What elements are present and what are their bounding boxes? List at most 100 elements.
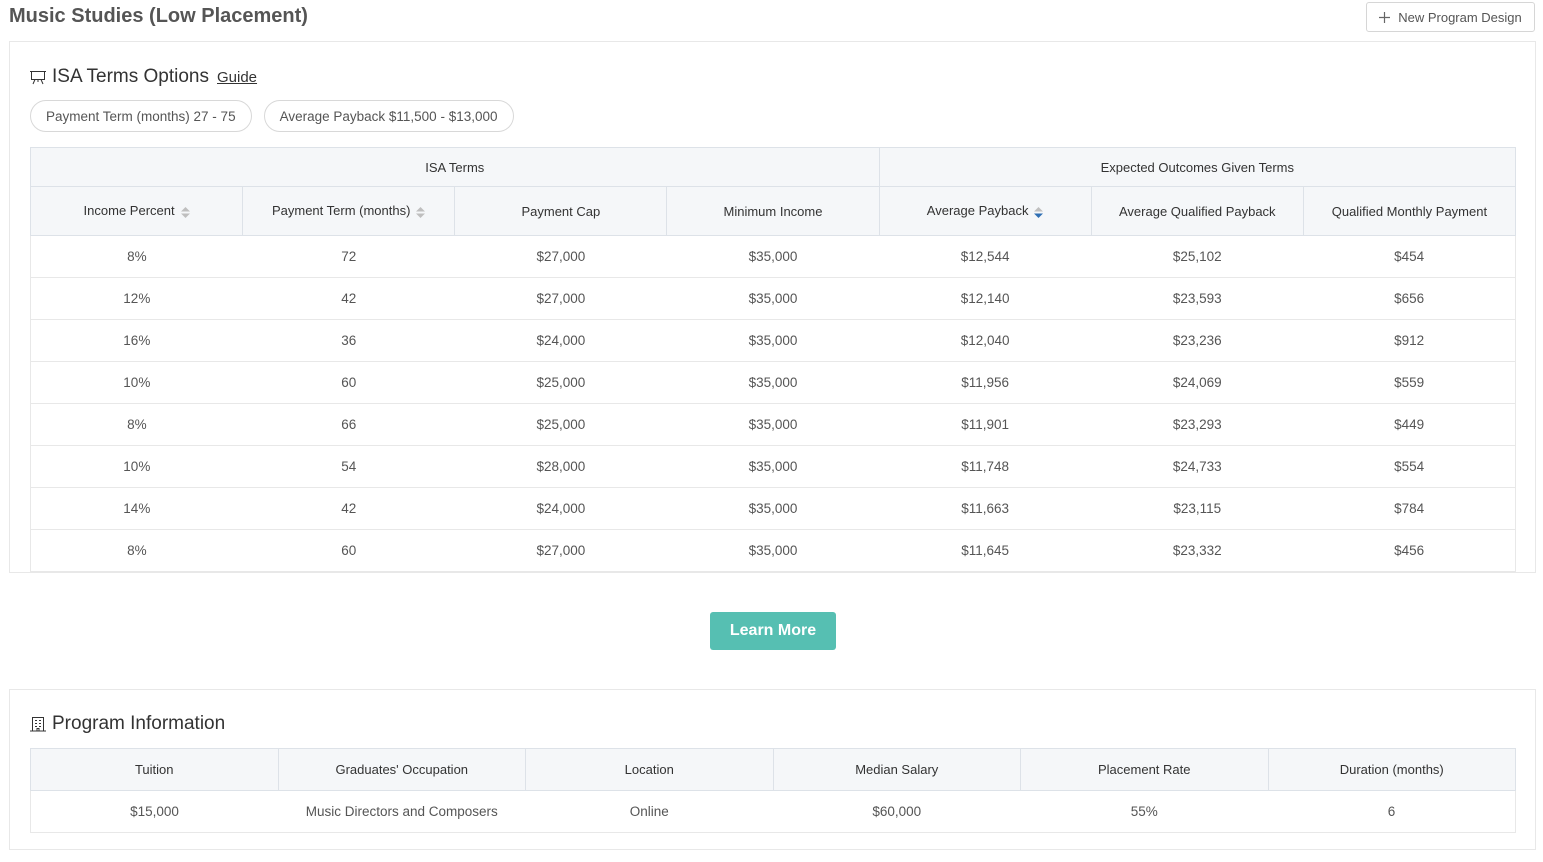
isa-table: ISA Terms Expected Outcomes Given Terms In…: [29, 147, 1517, 572]
table-head: Tuition Graduates' Occupation Location Medi…: [30, 748, 1516, 791]
table-cell: $24,069: [1091, 361, 1304, 404]
column-label: Average Qualified Payback: [1118, 203, 1276, 219]
column-label: Income Percent: [83, 203, 175, 219]
column-header[interactable]: Income Percent: [29, 186, 244, 236]
column-header: Tuition: [30, 748, 279, 791]
column-label: Qualified Monthly Payment: [1331, 203, 1488, 219]
table-cell: 8%: [30, 529, 243, 572]
table-cell: 66: [242, 403, 455, 446]
table-cell: $25,000: [454, 403, 667, 446]
table-cell: $23,236: [1091, 319, 1304, 362]
column-header: Location: [525, 748, 774, 791]
table-cell: $11,901: [879, 403, 1092, 446]
table-cell: 42: [242, 277, 455, 320]
table-cell: 54: [242, 445, 455, 488]
filter-pill[interactable]: Payment Term (months) 27 - 75: [30, 100, 252, 132]
column-header: Placement Rate: [1020, 748, 1269, 791]
column-label: Payment Term (months): [271, 203, 411, 219]
table-row: 14% 42 $24,000 $35,000 $11,663 $23,115 $784: [30, 487, 1516, 530]
table-cell: $12,544: [879, 235, 1092, 278]
table-cell: $35,000: [666, 235, 880, 278]
column-row: Income Percent Payment Term (months) Payme…: [29, 186, 1517, 236]
table-row: 8% 66 $25,000 $35,000 $11,901 $23,293 $449: [30, 403, 1516, 446]
table-cell: $454: [1303, 235, 1516, 278]
table-cell: $28,000: [454, 445, 667, 488]
learn-more-button[interactable]: Learn More: [710, 612, 836, 650]
table-row: 10% 60 $25,000 $35,000 $11,956 $24,069 $559: [30, 361, 1516, 404]
table-cell: 72: [242, 235, 455, 278]
sort-icon: [1034, 206, 1044, 218]
column-header[interactable]: Payment Term (months): [242, 186, 456, 236]
guide-link[interactable]: Guide: [217, 68, 258, 86]
table-cell: $60,000: [773, 790, 1021, 833]
table-cell: $35,000: [666, 277, 880, 320]
table-cell: $449: [1303, 403, 1516, 446]
table-cell: 12%: [30, 277, 243, 320]
table-cell: $24,733: [1091, 445, 1304, 488]
column-header: Median Salary: [772, 748, 1021, 791]
program-table: Tuition Graduates' Occupation Location Medi…: [30, 748, 1516, 833]
table-cell: Online: [525, 790, 773, 833]
table-row: 12% 42 $27,000 $35,000 $12,140 $23,593 $656: [30, 277, 1516, 320]
table-cell: $15,000: [30, 790, 278, 833]
column-row: Tuition Graduates' Occupation Location Medi…: [30, 748, 1516, 791]
group-header: Expected Outcomes Given Terms: [878, 147, 1517, 187]
table-cell: $27,000: [454, 277, 667, 320]
building-icon: [30, 717, 46, 732]
table-cell: $912: [1303, 319, 1516, 362]
table-cell: 16%: [30, 319, 243, 362]
table-row: 8% 72 $27,000 $35,000 $12,544 $25,102 $454: [30, 235, 1516, 278]
table-cell: $11,645: [879, 529, 1092, 572]
column-header: Qualified Monthly Payment: [1302, 186, 1517, 236]
table-row: $15,000 Music Directors and Composers Onli…: [30, 790, 1516, 833]
table-cell: $35,000: [666, 487, 880, 530]
table-cell: $656: [1303, 277, 1516, 320]
group-row: ISA Terms Expected Outcomes Given Terms: [30, 147, 1517, 187]
table-cell: 8%: [30, 403, 243, 446]
table-cell: 42: [242, 487, 455, 530]
column-header: Payment Cap: [454, 186, 668, 236]
table-cell: $25,000: [454, 361, 667, 404]
table-cell: 10%: [30, 445, 243, 488]
column-header: Minimum Income: [666, 186, 880, 236]
filter-pills: Payment Term (months) 27 - 75 Average Pay…: [30, 100, 514, 132]
table-cell: $23,115: [1091, 487, 1304, 530]
column-label: Payment Cap: [521, 203, 601, 219]
table-cell: 8%: [30, 235, 243, 278]
filter-pill[interactable]: Average Payback $11,500 - $13,000: [263, 100, 514, 132]
table-body: $15,000 Music Directors and Composers Onli…: [30, 790, 1516, 833]
program-card: Program Information Tuition Graduates' Oc…: [9, 689, 1536, 850]
table-cell: $11,663: [879, 487, 1092, 530]
table-cell: $11,748: [879, 445, 1092, 488]
table-cell: $35,000: [666, 319, 880, 362]
column-header[interactable]: Average Payback: [878, 186, 1092, 236]
column-header: Duration (months): [1267, 748, 1516, 791]
column-label: Minimum Income: [723, 203, 823, 219]
table-cell: $12,040: [879, 319, 1092, 362]
isa-title: ISA Terms Options: [52, 66, 209, 87]
table-cell: $456: [1303, 529, 1516, 572]
table-cell: $23,293: [1091, 403, 1304, 446]
table-head: ISA Terms Expected Outcomes Given Terms In…: [29, 147, 1517, 236]
column-header: Graduates' Occupation: [277, 748, 526, 791]
table-cell: 60: [242, 529, 455, 572]
program-heading: Program Information: [30, 713, 225, 735]
isa-card: ISA Terms Options Guide Payment Term (mo…: [9, 41, 1536, 573]
table-cell: $23,593: [1091, 277, 1304, 320]
table-cell: $559: [1303, 361, 1516, 404]
table-cell: $27,000: [454, 529, 667, 572]
table-cell: 36: [242, 319, 455, 362]
table-cell: $24,000: [454, 487, 667, 530]
table-cell: $35,000: [666, 529, 880, 572]
table-cell: Music Directors and Composers: [278, 790, 526, 833]
table-row: 10% 54 $28,000 $35,000 $11,748 $24,733 $554: [30, 445, 1516, 488]
table-body: 8% 72 $27,000 $35,000 $12,544 $25,102 $454 12% 4…: [30, 235, 1516, 572]
board-icon: [30, 71, 46, 85]
new-program-button[interactable]: New Program Design: [1366, 2, 1535, 32]
program-title: Program Information: [52, 713, 226, 734]
table-cell: 60: [242, 361, 455, 404]
table-cell: $784: [1303, 487, 1516, 530]
table-cell: $27,000: [454, 235, 667, 278]
plus-icon: [1379, 11, 1391, 23]
